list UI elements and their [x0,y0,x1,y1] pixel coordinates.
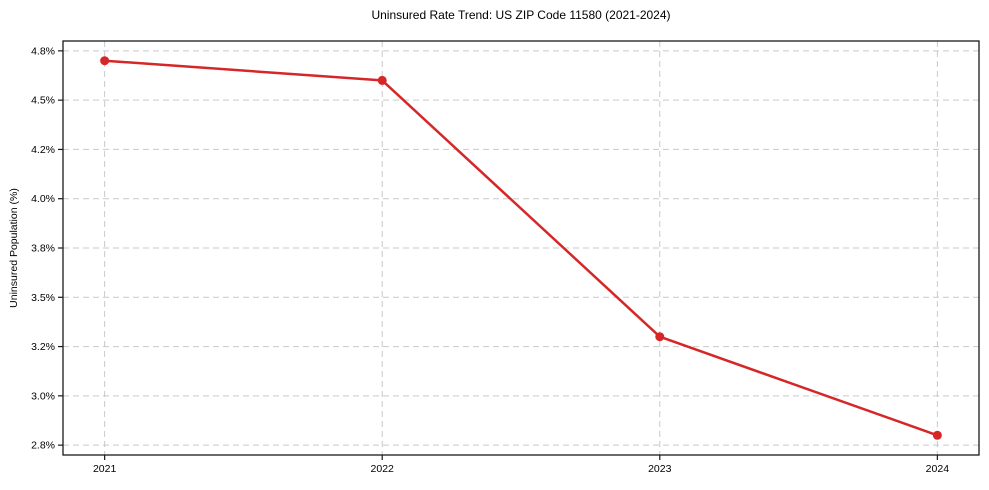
chart-title: Uninsured Rate Trend: US ZIP Code 11580 … [371,8,671,22]
y-tick-label: 2.8% [31,440,55,452]
y-tick-label: 4.5% [31,95,55,107]
data-point [655,332,665,342]
y-tick-label: 3.5% [31,292,55,304]
x-tick-label: 2022 [371,463,395,475]
y-tick-label: 3.0% [31,390,55,402]
y-tick-label: 3.2% [31,341,55,353]
y-tick-label: 3.8% [31,243,55,255]
data-point [100,56,110,66]
data-point [932,430,942,440]
plot-area [62,40,980,456]
y-tick-label: 4.8% [31,45,55,57]
y-tick-label: 4.0% [31,193,55,205]
x-tick-label: 2021 [93,463,117,475]
y-tick-label: 4.2% [31,144,55,156]
x-tick-label: 2024 [926,463,950,475]
x-tick-label: 2023 [648,463,672,475]
trend-line [103,59,939,437]
data-point [377,75,387,85]
